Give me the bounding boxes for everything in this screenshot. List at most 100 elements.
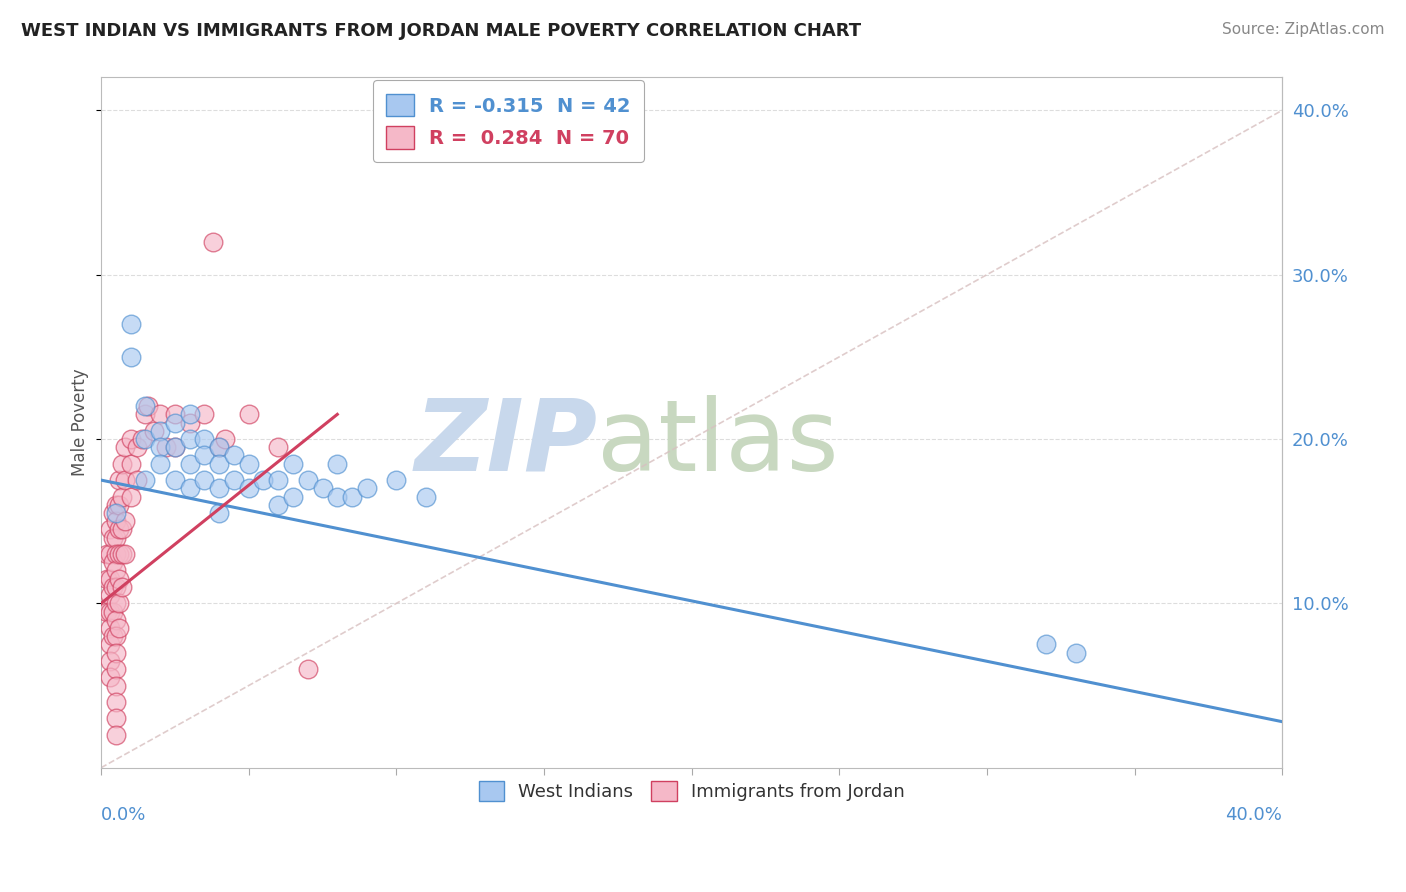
Point xyxy=(179,457,201,471)
Point xyxy=(104,514,127,528)
Point xyxy=(267,498,290,512)
Point xyxy=(101,605,124,619)
Point xyxy=(208,457,231,471)
Point xyxy=(193,432,215,446)
Point xyxy=(120,432,142,446)
Point xyxy=(252,473,274,487)
Point xyxy=(134,399,156,413)
Point xyxy=(267,440,290,454)
Legend: West Indians, Immigrants from Jordan: West Indians, Immigrants from Jordan xyxy=(470,772,914,811)
Point xyxy=(98,605,121,619)
Point xyxy=(136,399,159,413)
Point xyxy=(222,473,245,487)
Y-axis label: Male Poverty: Male Poverty xyxy=(72,368,89,476)
Point xyxy=(114,547,136,561)
Point xyxy=(1035,637,1057,651)
Point xyxy=(98,621,121,635)
Point xyxy=(193,473,215,487)
Point xyxy=(134,408,156,422)
Point xyxy=(107,498,129,512)
Point xyxy=(96,572,118,586)
Point xyxy=(208,440,231,454)
Point xyxy=(107,572,129,586)
Point xyxy=(149,457,172,471)
Point xyxy=(111,457,134,471)
Point xyxy=(297,473,319,487)
Point xyxy=(104,646,127,660)
Point xyxy=(101,629,124,643)
Point xyxy=(114,473,136,487)
Point xyxy=(163,408,186,422)
Point xyxy=(214,432,236,446)
Point xyxy=(163,416,186,430)
Point xyxy=(1064,646,1087,660)
Point xyxy=(104,629,127,643)
Point xyxy=(120,317,142,331)
Point xyxy=(131,432,153,446)
Point xyxy=(104,498,127,512)
Point xyxy=(208,506,231,520)
Text: Source: ZipAtlas.com: Source: ZipAtlas.com xyxy=(1222,22,1385,37)
Point xyxy=(208,440,231,454)
Point xyxy=(101,506,124,520)
Point xyxy=(111,522,134,536)
Point xyxy=(222,449,245,463)
Point xyxy=(96,605,118,619)
Point xyxy=(111,547,134,561)
Point xyxy=(149,440,172,454)
Point xyxy=(111,490,134,504)
Point xyxy=(297,662,319,676)
Point xyxy=(143,424,166,438)
Point xyxy=(238,457,260,471)
Point xyxy=(385,473,408,487)
Point xyxy=(202,235,225,249)
Point xyxy=(134,473,156,487)
Point xyxy=(120,490,142,504)
Point xyxy=(98,637,121,651)
Point xyxy=(125,440,148,454)
Point xyxy=(149,408,172,422)
Point xyxy=(281,490,304,504)
Point xyxy=(96,547,118,561)
Point xyxy=(104,662,127,676)
Point xyxy=(104,613,127,627)
Text: ZIP: ZIP xyxy=(415,395,598,491)
Point xyxy=(107,547,129,561)
Point xyxy=(208,481,231,495)
Text: WEST INDIAN VS IMMIGRANTS FROM JORDAN MALE POVERTY CORRELATION CHART: WEST INDIAN VS IMMIGRANTS FROM JORDAN MA… xyxy=(21,22,862,40)
Point xyxy=(98,572,121,586)
Point xyxy=(179,432,201,446)
Point xyxy=(356,481,378,495)
Point xyxy=(104,547,127,561)
Point xyxy=(179,481,201,495)
Point xyxy=(101,580,124,594)
Point xyxy=(107,596,129,610)
Point xyxy=(98,670,121,684)
Point xyxy=(107,522,129,536)
Point xyxy=(267,473,290,487)
Point xyxy=(107,621,129,635)
Point xyxy=(98,547,121,561)
Point xyxy=(104,564,127,578)
Point xyxy=(101,555,124,569)
Point xyxy=(311,481,333,495)
Point xyxy=(238,408,260,422)
Point xyxy=(104,596,127,610)
Point xyxy=(104,728,127,742)
Point xyxy=(326,457,349,471)
Point xyxy=(104,531,127,545)
Point xyxy=(125,473,148,487)
Point xyxy=(163,473,186,487)
Point xyxy=(179,408,201,422)
Point xyxy=(104,679,127,693)
Point xyxy=(98,588,121,602)
Point xyxy=(163,440,186,454)
Point xyxy=(163,440,186,454)
Point xyxy=(104,580,127,594)
Point xyxy=(104,695,127,709)
Point xyxy=(114,514,136,528)
Point xyxy=(134,432,156,446)
Point xyxy=(107,473,129,487)
Point xyxy=(98,654,121,668)
Point xyxy=(193,408,215,422)
